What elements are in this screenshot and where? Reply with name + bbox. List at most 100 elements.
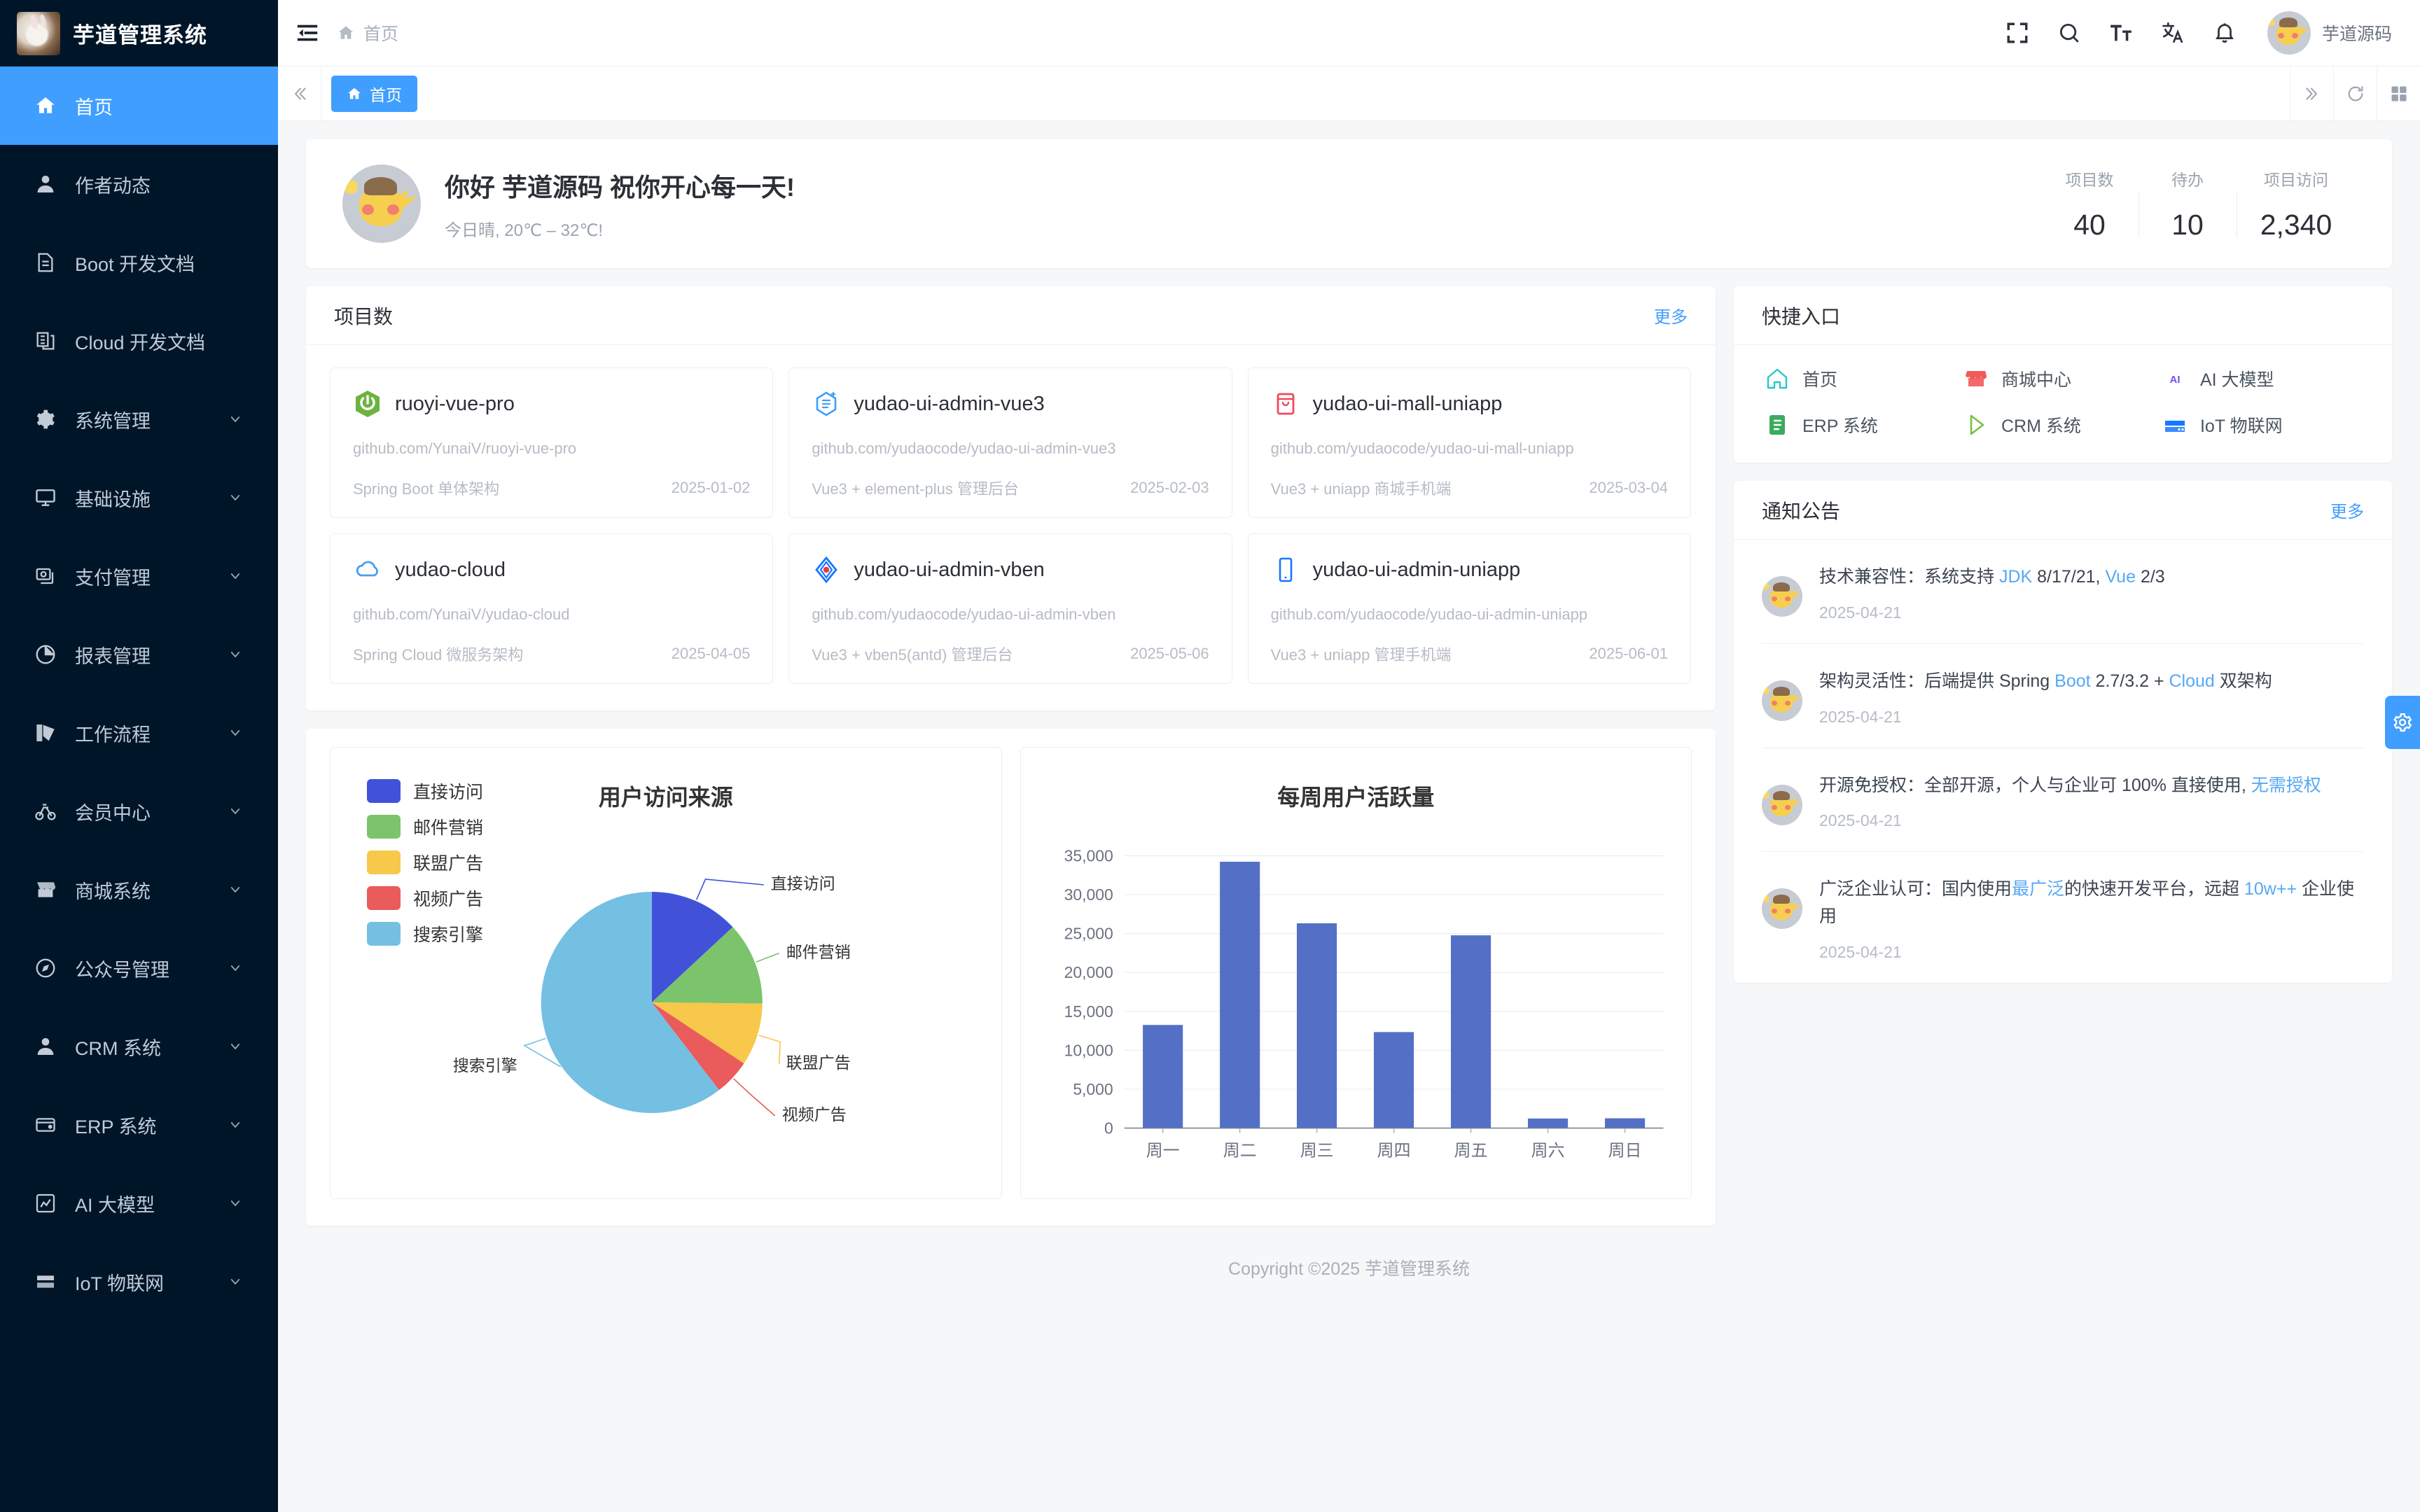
sidebar-item-2[interactable]: Boot 开发文档 [0, 223, 278, 302]
projects-more-link[interactable]: 更多 [1654, 308, 1688, 327]
copy-document-icon [34, 329, 57, 353]
tabs-scroll-right-button[interactable] [2290, 66, 2333, 121]
pie-slice[interactable] [541, 892, 719, 1113]
fullscreen-icon[interactable] [1991, 7, 2043, 59]
svg-text:AI: AI [2169, 374, 2180, 386]
project-card[interactable]: yudao-ui-admin-uniapp github.com/yudaocod… [1247, 533, 1691, 684]
sidebar-item-6[interactable]: 支付管理 [0, 537, 278, 615]
x-axis-tick-label: 周日 [1608, 1141, 1641, 1160]
notice-title: 架构灵活性：后端提供 Spring Boot 2.7/3.2 + Cloud 双… [1819, 671, 2272, 691]
text-size-icon[interactable] [2095, 7, 2147, 59]
sidebar-item-14[interactable]: AI 大模型 [0, 1164, 278, 1242]
project-name: ruoyi-vue-pro [395, 392, 515, 415]
x-axis-tick-label: 周一 [1146, 1141, 1179, 1160]
settings-drawer-button[interactable] [2385, 696, 2420, 749]
user-menu[interactable]: 芋道源码 [2267, 11, 2392, 55]
quick-entry-item[interactable]: 商城中心 [1963, 366, 2162, 391]
notice-body: 开源免授权：全部开源，个人与企业可 100% 直接使用, 无需授权 2025-04… [1819, 772, 2364, 831]
ai-icon: AI [2162, 366, 2188, 391]
bar[interactable] [1604, 1118, 1645, 1128]
notice-date: 2025-04-21 [1819, 811, 1902, 830]
notices-more-link[interactable]: 更多 [2330, 503, 2364, 522]
pie-slice[interactable] [651, 892, 733, 1002]
bar[interactable] [1142, 1025, 1183, 1128]
username-label: 芋道源码 [2321, 24, 2392, 44]
x-axis-tick-label: 周四 [1377, 1141, 1410, 1160]
pie-legend-item[interactable]: 搜索引擎 [367, 921, 483, 946]
notice-item[interactable]: 广泛企业认可：国内使用最广泛的快速开发平台，远超 10w++ 企业使用 2025-… [1762, 852, 2364, 983]
tabs-scroll-left-button[interactable] [278, 66, 321, 121]
sidebar-item-11[interactable]: 公众号管理 [0, 929, 278, 1007]
bar[interactable] [1219, 862, 1260, 1128]
sidebar-item-8[interactable]: 工作流程 [0, 694, 278, 772]
pie-legend-item[interactable]: 直接访问 [367, 778, 483, 804]
sidebar-item-label: 工作流程 [75, 724, 151, 746]
sidebar-item-5[interactable]: 基础设施 [0, 458, 278, 537]
tab-home[interactable]: 首页 [331, 75, 417, 112]
project-header: yudao-cloud [353, 555, 750, 584]
sidebar-item-7[interactable]: 报表管理 [0, 615, 278, 694]
shop-icon [34, 878, 57, 902]
grid-icon[interactable] [2377, 66, 2420, 121]
sidebar: 芋道管理系统 首页 作者动态 Boot 开发文档 Cloud 开发文档 系统管理基础设施… [0, 0, 278, 1512]
welcome-text: 你好 芋道源码 祝你开心每一天! 今日晴, 20℃ – 32℃! [445, 167, 795, 241]
sidebar-item-12[interactable]: CRM 系统 [0, 1007, 278, 1086]
refresh-icon[interactable] [2333, 66, 2377, 121]
project-footer: Vue3 + vben5(antd) 管理后台 2025-05-06 [812, 643, 1209, 665]
bar[interactable] [1527, 1118, 1568, 1128]
notice-item[interactable]: 技术兼容性：系统支持 JDK 8/17/21, Vue 2/3 2025-04-2… [1762, 540, 2364, 644]
pie-slice[interactable] [651, 1002, 763, 1064]
search-icon[interactable] [2043, 7, 2095, 59]
notices-title: 通知公告 [1762, 500, 1841, 522]
sidebar-item-0[interactable]: 首页 [0, 66, 278, 145]
sidebar-item-label: 基础设施 [75, 489, 151, 510]
stat-label: 项目数 [2065, 170, 2114, 189]
pie-legend-item[interactable]: 邮件营销 [367, 814, 483, 839]
sidebar-item-1[interactable]: 作者动态 [0, 145, 278, 223]
bar[interactable] [1450, 935, 1491, 1128]
translate-icon[interactable] [2147, 7, 2199, 59]
quick-entry-item[interactable]: 首页 [1765, 366, 1963, 391]
project-card[interactable]: yudao-ui-admin-vben github.com/yudaocode/… [788, 533, 1232, 684]
breadcrumb[interactable]: 首页 [337, 20, 398, 46]
sidebar-item-9[interactable]: 会员中心 [0, 772, 278, 850]
mobile-icon [1271, 555, 1300, 584]
quick-entry-item[interactable]: IoT 物联网 [2162, 412, 2361, 438]
project-card[interactable]: yudao-ui-admin-vue3 github.com/yudaocode/… [788, 368, 1232, 518]
bell-icon[interactable] [2199, 7, 2251, 59]
tab-label: 首页 [370, 85, 402, 104]
chevron-down-icon [229, 1197, 242, 1210]
notice-avatar [1762, 576, 1802, 617]
element-plus-icon [812, 389, 841, 419]
sidebar-item-3[interactable]: Cloud 开发文档 [0, 302, 278, 380]
quick-entry-item[interactable]: CRM 系统 [1963, 412, 2162, 438]
sidebar-item-4[interactable]: 系统管理 [0, 380, 278, 458]
sidebar-item-15[interactable]: IoT 物联网 [0, 1242, 278, 1321]
quick-entry-item[interactable]: ERP 系统 [1765, 412, 1963, 438]
project-description: Vue3 + vben5(antd) 管理后台 [812, 646, 1013, 664]
notice-item[interactable]: 开源免授权：全部开源，个人与企业可 100% 直接使用, 无需授权 2025-04… [1762, 748, 2364, 853]
sidebar-item-10[interactable]: 商城系统 [0, 850, 278, 929]
user-icon [34, 1035, 57, 1058]
project-card[interactable]: ruoyi-vue-pro github.com/YunaiV/ruoyi-vue… [330, 368, 774, 518]
y-axis-tick-label: 30,000 [1064, 886, 1113, 904]
notice-item[interactable]: 架构灵活性：后端提供 Spring Boot 2.7/3.2 + Cloud 双… [1762, 644, 2364, 748]
hamburger-fold-icon[interactable] [278, 21, 337, 45]
quick-entry-label: IoT 物联网 [2199, 416, 2283, 436]
pie-legend-item[interactable]: 联盟广告 [367, 850, 483, 875]
legend-label: 直接访问 [413, 783, 484, 802]
project-card[interactable]: yudao-ui-mall-uniapp github.com/yudaocode… [1247, 368, 1691, 518]
bar[interactable] [1296, 923, 1337, 1128]
project-card[interactable]: yudao-cloud github.com/YunaiV/yudao-cloud… [330, 533, 774, 684]
project-date: 2025-06-01 [1589, 645, 1668, 662]
project-date: 2025-05-06 [1130, 645, 1209, 662]
pie-slice[interactable] [651, 1002, 744, 1091]
notice-date: 2025-04-21 [1819, 707, 1902, 726]
legend-swatch [367, 850, 401, 874]
sidebar-item-13[interactable]: ERP 系统 [0, 1086, 278, 1164]
bar[interactable] [1373, 1032, 1414, 1128]
quick-entry-item[interactable]: AI AI 大模型 [2162, 366, 2361, 391]
pie-legend-item[interactable]: 视频广告 [367, 886, 483, 911]
sidebar-logo[interactable]: 芋道管理系统 [0, 0, 278, 66]
pie-slice[interactable] [651, 927, 763, 1004]
